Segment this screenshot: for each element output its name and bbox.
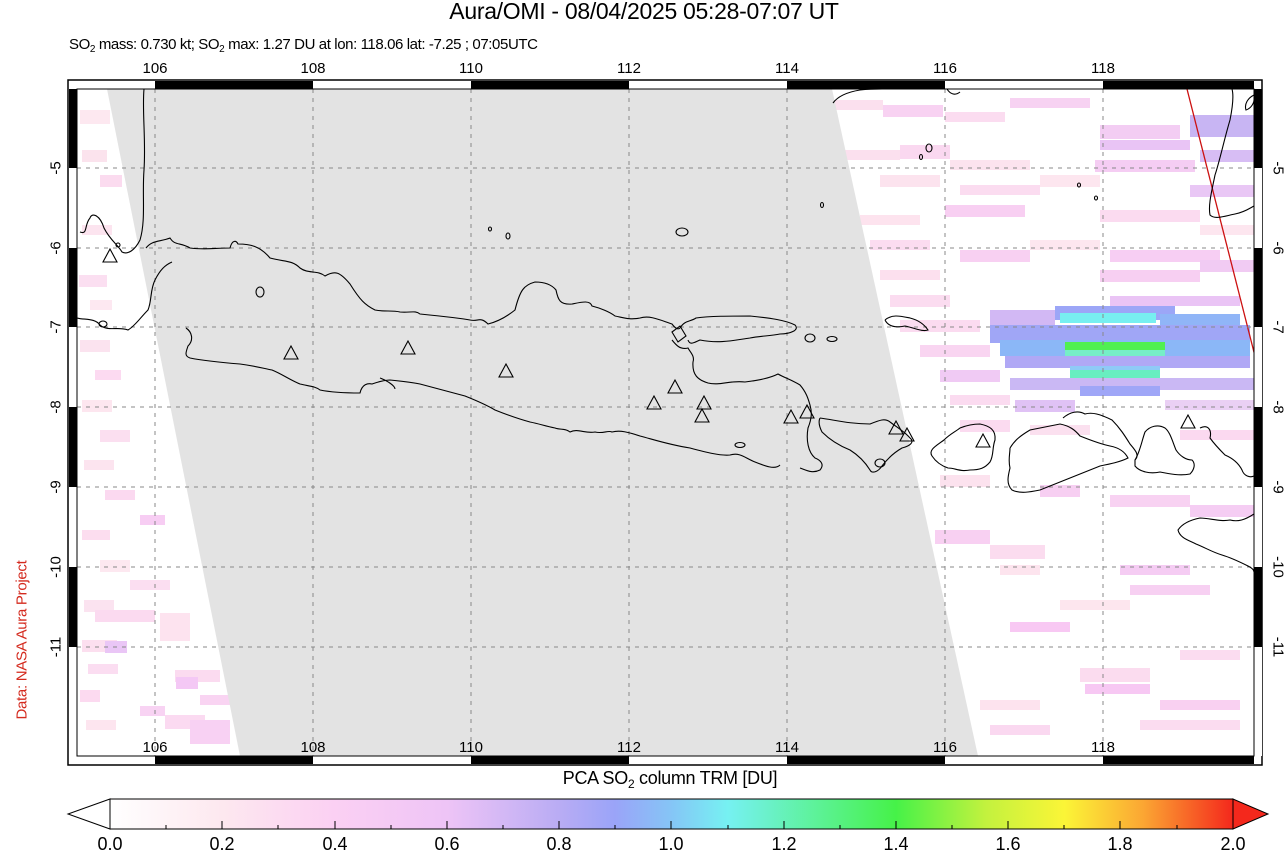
lon-tick-bottom: 116 bbox=[933, 739, 957, 756]
lon-tick-top: 118 bbox=[1091, 60, 1115, 77]
so2-summary-prefix: SO bbox=[69, 36, 90, 53]
lon-tick-bottom: 114 bbox=[775, 739, 799, 756]
lon-tick-bottom: 112 bbox=[617, 739, 641, 756]
orbit-edge-line bbox=[1186, 89, 1254, 355]
lon-tick-top: 114 bbox=[775, 60, 799, 77]
subscript: 2 bbox=[89, 44, 96, 55]
volcano-icon bbox=[783, 408, 799, 424]
lat-tick-left: -10 bbox=[47, 556, 65, 578]
map-title: Aura/OMI - 08/04/2025 05:28-07:07 UT bbox=[449, 0, 839, 24]
volcano-icon bbox=[102, 247, 118, 263]
colorbar-tick-label: 1.0 bbox=[658, 834, 684, 854]
colorbar-tick-label: 0.6 bbox=[434, 834, 460, 854]
lat-tick-left: -7 bbox=[47, 320, 65, 334]
colorbar-ticks bbox=[165, 821, 1178, 829]
graticule bbox=[77, 89, 1254, 756]
lat-tick-left: -8 bbox=[47, 400, 65, 414]
volcano-icon bbox=[283, 344, 299, 360]
lon-tick-bottom: 110 bbox=[459, 739, 483, 756]
lat-tick-right: -5 bbox=[1269, 161, 1287, 175]
volcano-icon bbox=[799, 403, 815, 419]
coastlines bbox=[77, 89, 1254, 573]
lon-tick-bottom: 106 bbox=[142, 739, 168, 756]
lon-tick-top: 106 bbox=[142, 60, 168, 77]
colorbar-tick-label: 0.8 bbox=[546, 834, 572, 854]
volcano-icon bbox=[899, 426, 915, 442]
colorbar-tick-label: 0.2 bbox=[209, 834, 235, 854]
colorbar-tick-label: 1.2 bbox=[771, 834, 797, 854]
volcano-icon bbox=[646, 394, 662, 410]
left-swath-pixels bbox=[79, 110, 230, 744]
colorbar-tick-label: 0.0 bbox=[97, 834, 123, 854]
lon-tick-top: 108 bbox=[300, 60, 326, 77]
colorbar-tick-label: 1.8 bbox=[1107, 834, 1133, 854]
volcano-icon bbox=[400, 339, 416, 355]
colorbar bbox=[66, 798, 1270, 830]
right-swath-pixels bbox=[833, 98, 1254, 735]
lat-tick-right: -10 bbox=[1269, 556, 1287, 578]
volcano-icon bbox=[694, 407, 710, 423]
colorbar-tick-label: 1.4 bbox=[883, 834, 909, 854]
lon-tick-top: 116 bbox=[933, 60, 957, 77]
no-data-region bbox=[107, 89, 978, 756]
lat-tick-left: -9 bbox=[47, 480, 65, 494]
colorbar-max-arrow bbox=[1232, 798, 1270, 830]
lat-tick-right: -9 bbox=[1269, 480, 1287, 494]
volcano-icon bbox=[975, 432, 991, 448]
lat-tick-right: -6 bbox=[1269, 241, 1287, 255]
volcano-icon bbox=[667, 378, 683, 394]
so2-max-text: max: 1.27 DU at lon: 118.06 lat: -7.25 ;… bbox=[224, 36, 538, 53]
lat-tick-right: -11 bbox=[1269, 636, 1287, 658]
lat-tick-left: -5 bbox=[47, 161, 65, 175]
lon-tick-bottom: 108 bbox=[300, 739, 326, 756]
lon-tick-top: 112 bbox=[617, 60, 641, 77]
colorbar-tick-label: 1.6 bbox=[995, 834, 1021, 854]
colorbar-min-arrow bbox=[66, 798, 111, 830]
volcano-icon bbox=[888, 419, 904, 435]
subscript: 2 bbox=[627, 777, 635, 791]
so2-mass-text: mass: 0.730 kt; SO bbox=[95, 36, 220, 53]
lat-tick-left: -6 bbox=[47, 241, 65, 255]
volcano-icon bbox=[696, 394, 712, 410]
frame-scale-bars bbox=[69, 81, 1262, 764]
colorbar-title-suffix: column TRM [DU] bbox=[634, 768, 778, 788]
subscript: 2 bbox=[219, 44, 225, 55]
volcano-icon bbox=[498, 362, 514, 378]
lon-tick-bottom: 118 bbox=[1091, 739, 1115, 756]
volcano-markers bbox=[102, 247, 1196, 448]
lat-tick-left: -11 bbox=[47, 636, 65, 658]
so2-summary: SO2 mass: 0.730 kt; SO2 max: 1.27 DU at … bbox=[69, 36, 538, 55]
volcano-icon bbox=[1180, 413, 1196, 429]
colorbar-title-prefix: PCA SO bbox=[562, 768, 629, 788]
lat-tick-right: -7 bbox=[1269, 320, 1287, 334]
colorbar-title: PCA SO2 column TRM [DU] bbox=[0, 768, 1288, 791]
colorbar-tick-label: 0.4 bbox=[322, 834, 348, 854]
lat-tick-right: -8 bbox=[1269, 400, 1287, 414]
so2-field bbox=[77, 89, 1254, 756]
colorbar-tick-label: 2.0 bbox=[1220, 834, 1246, 854]
lon-tick-top: 110 bbox=[459, 60, 483, 77]
